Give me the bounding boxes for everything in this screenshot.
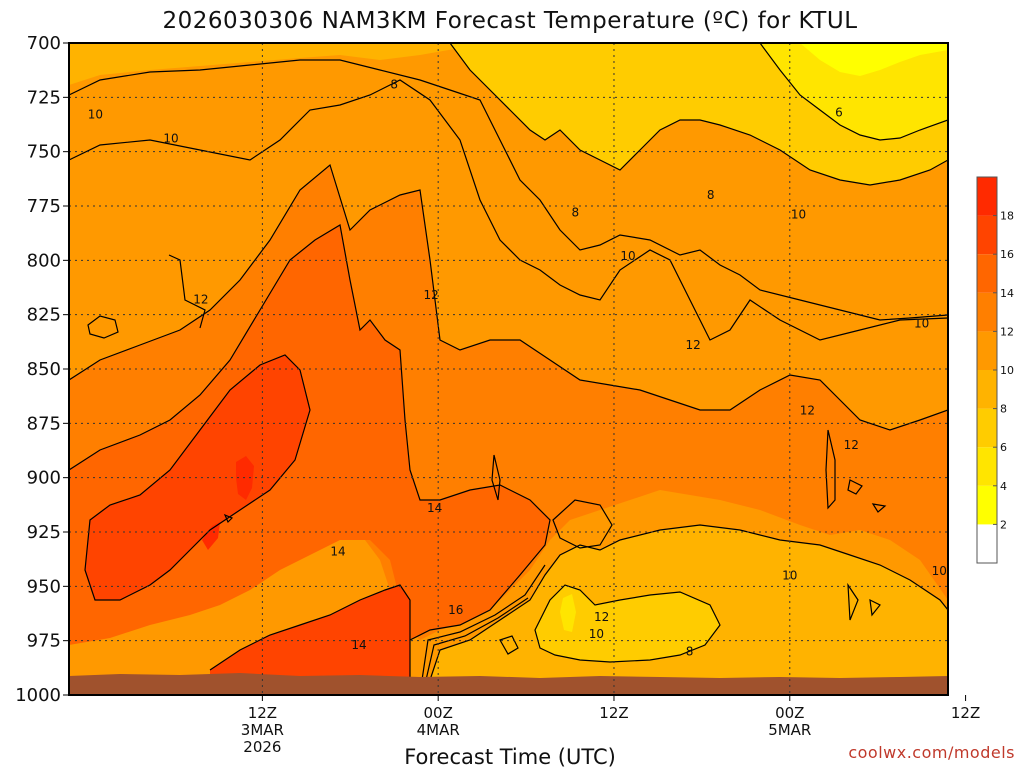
x-tick-label: 5MAR bbox=[768, 721, 811, 739]
gridlines bbox=[69, 43, 948, 695]
colorbar-label: 2 bbox=[1000, 518, 1007, 531]
region-2-4 bbox=[800, 43, 948, 76]
region-lower-below-6 bbox=[560, 594, 576, 632]
y-tick-label: 975 bbox=[27, 631, 61, 652]
x-tick-label: 2026 bbox=[243, 738, 281, 756]
y-tick-label: 725 bbox=[27, 87, 61, 108]
plot-area: 10 10 8 8 8 6 10 10 10 12 12 12 12 12 14 14 16 14 12 10 8 10 1… bbox=[69, 43, 948, 695]
colorbar-label: 4 bbox=[1000, 480, 1007, 493]
colorbar-segment bbox=[977, 408, 997, 448]
contour-label: 14 bbox=[427, 501, 442, 515]
colorbar-label: 16 bbox=[1000, 248, 1014, 261]
y-tick-label: 875 bbox=[27, 413, 61, 434]
region-18-plus bbox=[236, 456, 254, 500]
y-tick-label: 750 bbox=[27, 142, 61, 163]
ground-surface bbox=[69, 673, 948, 695]
colorbar-segment bbox=[977, 292, 997, 332]
contour-label: 10 bbox=[163, 132, 178, 146]
contour-label: 16 bbox=[448, 603, 463, 617]
contour-label: 10 bbox=[914, 316, 929, 330]
colorbar-segment bbox=[977, 331, 997, 370]
contour-label: 8 bbox=[390, 77, 398, 91]
contour-label: 12 bbox=[424, 288, 439, 302]
colorbar-label: 8 bbox=[1000, 403, 1007, 416]
contour-label: 10 bbox=[88, 108, 103, 122]
x-axis-label: Forecast Time (UTC) bbox=[404, 745, 616, 768]
y-tick-label: 925 bbox=[27, 522, 61, 543]
contour-labels: 10 10 8 8 8 6 10 10 10 12 12 12 12 12 14 14 16 14 12 10 8 10 1… bbox=[88, 77, 947, 658]
colorbar-segment bbox=[977, 254, 997, 293]
x-tick-label: 00Z bbox=[775, 704, 804, 722]
colorbar-segment bbox=[977, 370, 997, 409]
contour-label: 12 bbox=[844, 438, 859, 452]
region-lower-below-8 bbox=[535, 585, 720, 662]
y-tick-label: 850 bbox=[27, 359, 61, 380]
credit-text: coolwx.com/models bbox=[848, 743, 1015, 762]
contour-label: 10 bbox=[932, 564, 947, 578]
x-tick-label: 12Z bbox=[248, 704, 277, 722]
contour-label: 8 bbox=[686, 645, 694, 659]
chart-title: 2026030306 NAM3KM Forecast Temperature (… bbox=[162, 8, 857, 34]
contour-label: 10 bbox=[589, 627, 604, 641]
colorbar: 2 4 6 8 10 12 14 16 18 bbox=[976, 176, 1014, 564]
contour-label: 10 bbox=[620, 249, 635, 263]
y-tick-label: 825 bbox=[27, 305, 61, 326]
contour-label: 14 bbox=[351, 638, 366, 652]
contour-lines bbox=[69, 43, 948, 681]
colorbar-segment bbox=[977, 215, 997, 255]
x-tick-label: 12Z bbox=[951, 704, 980, 722]
contour-label: 12 bbox=[685, 338, 700, 352]
contour-label: 12 bbox=[193, 292, 208, 306]
y-tick-label: 775 bbox=[27, 196, 61, 217]
y-tick-label: 800 bbox=[27, 250, 61, 271]
y-tick-label: 1000 bbox=[15, 685, 61, 706]
colorbar-label: 6 bbox=[1000, 441, 1007, 454]
region-18-plus-2 bbox=[202, 522, 220, 550]
contour-label: 10 bbox=[791, 208, 806, 222]
contour-label: 12 bbox=[594, 610, 609, 624]
contour-label: 12 bbox=[800, 403, 815, 417]
region-16-18 bbox=[85, 355, 310, 600]
colorbar-segment bbox=[977, 524, 997, 563]
contour-label: 6 bbox=[835, 106, 843, 120]
x-tick-label: 3MAR bbox=[241, 721, 284, 739]
colorbar-segment bbox=[977, 177, 997, 216]
colorbar-segment bbox=[977, 485, 997, 525]
region-16-18-lower bbox=[210, 585, 410, 680]
contour-label: 8 bbox=[707, 188, 715, 202]
y-tick-label: 700 bbox=[27, 33, 61, 54]
colorbar-label: 14 bbox=[1000, 287, 1014, 300]
region-4-6 bbox=[760, 43, 948, 140]
colorbar-label: 10 bbox=[1000, 364, 1014, 377]
colorbar-label: 18 bbox=[1000, 210, 1014, 223]
x-tick-label: 00Z bbox=[423, 704, 452, 722]
y-tick-label: 950 bbox=[27, 576, 61, 597]
contour-label: 8 bbox=[571, 206, 579, 220]
colorbar-segment bbox=[977, 447, 997, 486]
x-tick-label: 4MAR bbox=[417, 721, 460, 739]
contour-label: 14 bbox=[330, 545, 345, 559]
contour-label: 10 bbox=[782, 568, 797, 582]
y-tick-label: 900 bbox=[27, 468, 61, 489]
colorbar-label: 12 bbox=[1000, 325, 1014, 338]
x-tick-label: 12Z bbox=[599, 704, 628, 722]
y-axis: 700 725 750 775 800 825 850 875 900 925 950 975 1000 bbox=[15, 33, 69, 706]
